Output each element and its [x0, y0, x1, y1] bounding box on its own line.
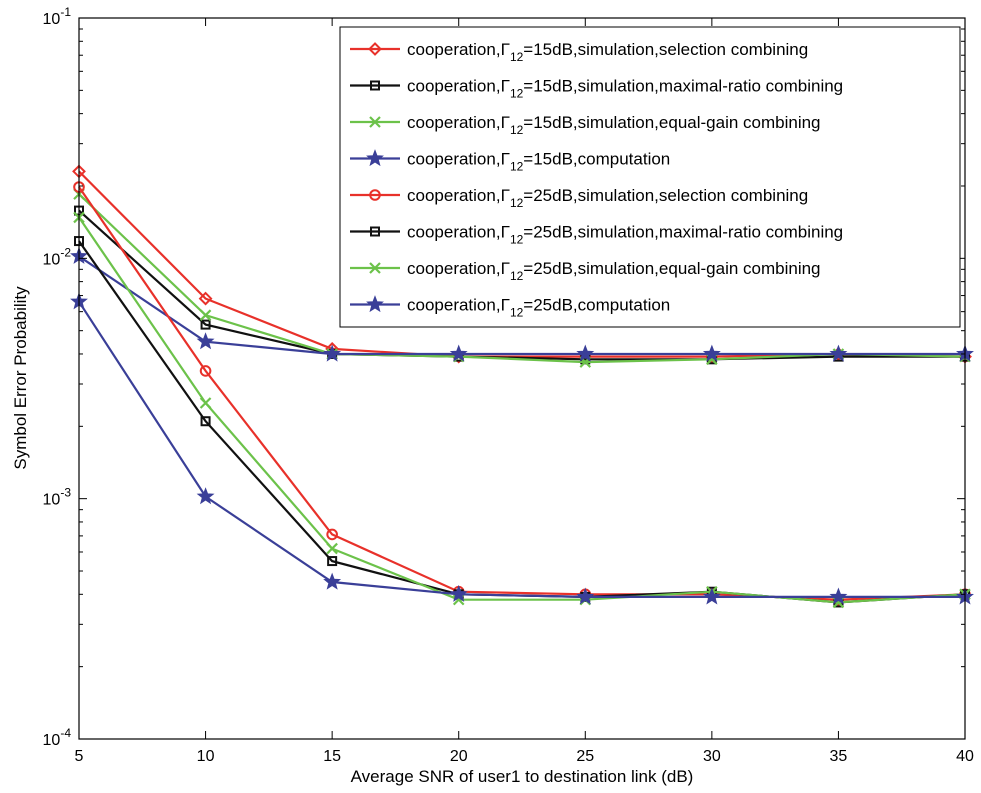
- series-line: [78, 216, 966, 604]
- legend-item: cooperation,Γ12=25dB,computation: [350, 295, 670, 320]
- legend-item: cooperation,Γ12=25dB,simulation,selectio…: [350, 186, 808, 210]
- legend-label: cooperation,Γ12=15dB,computation: [407, 150, 670, 174]
- data-point: [702, 587, 721, 605]
- legend-label: cooperation,Γ12=15dB,simulation,equal-ga…: [407, 113, 821, 137]
- data-point: [196, 487, 215, 505]
- legend-label: cooperation,Γ12=15dB,simulation,maximal-…: [407, 77, 843, 101]
- y-axis-label: Symbol Error Probability: [11, 286, 30, 470]
- data-point: [576, 344, 595, 362]
- data-point: [327, 556, 338, 567]
- series-line: [78, 186, 966, 601]
- data-point: [829, 587, 848, 605]
- data-point: [576, 587, 595, 605]
- legend-item: cooperation,Γ12=15dB,computation: [350, 149, 670, 174]
- data-point: [199, 365, 212, 377]
- legend-label: cooperation,Γ12=25dB,computation: [407, 296, 670, 320]
- legend-item: cooperation,Γ12=25dB,simulation,maximal-…: [350, 223, 843, 247]
- legend-swatch-marker: [368, 42, 382, 56]
- data-point: [323, 572, 342, 590]
- legend-label: cooperation,Γ12=25dB,simulation,selectio…: [407, 186, 808, 210]
- legend-label: cooperation,Γ12=15dB,simulation,selectio…: [407, 40, 808, 64]
- y-tick-label: 10-1: [43, 5, 72, 28]
- data-point: [200, 416, 211, 427]
- series-layer: [70, 164, 974, 609]
- legend-item: cooperation,Γ12=15dB,simulation,selectio…: [350, 40, 808, 64]
- legend-item: cooperation,Γ12=15dB,simulation,maximal-…: [350, 77, 843, 101]
- data-point: [199, 397, 212, 409]
- y-tick-label: 10-3: [43, 486, 72, 509]
- legend-swatch-marker: [370, 80, 380, 91]
- data-point: [702, 344, 721, 362]
- legend-item: cooperation,Γ12=15dB,simulation,equal-ga…: [350, 113, 821, 137]
- legend-swatch-marker: [366, 149, 384, 167]
- plot-frame: [78, 17, 966, 740]
- x-axis-label: Average SNR of user1 to destination link…: [351, 767, 694, 786]
- legend-box: [339, 26, 961, 328]
- data-point: [196, 332, 215, 350]
- legend-label: cooperation,Γ12=25dB,simulation,maximal-…: [407, 223, 843, 247]
- x-tick-label: 30: [703, 748, 721, 765]
- legend-swatch-marker: [366, 295, 384, 313]
- y-axis: 10-4 10-3 10-2 10-1: [43, 5, 965, 749]
- x-tick-label: 40: [956, 748, 974, 765]
- x-tick-label: 10: [197, 748, 215, 765]
- legend-swatch-marker: [369, 116, 381, 128]
- x-tick-label: 35: [830, 748, 848, 765]
- legend-swatch-marker: [369, 262, 381, 274]
- y-tick-label: 10-2: [43, 245, 72, 268]
- data-point: [449, 344, 468, 362]
- data-point: [829, 344, 848, 362]
- data-point: [323, 344, 342, 362]
- x-tick-label: 20: [450, 748, 468, 765]
- data-point: [200, 319, 211, 330]
- legend: cooperation,Γ12=15dB,simulation,selectio…: [339, 26, 961, 328]
- data-point: [326, 528, 338, 541]
- data-point: [198, 291, 213, 306]
- series-line: [78, 301, 965, 599]
- x-tick-label: 15: [323, 748, 341, 765]
- legend-swatch-marker: [369, 189, 381, 201]
- legend-item: cooperation,Γ12=25dB,simulation,equal-ga…: [350, 259, 821, 283]
- data-point: [199, 309, 212, 321]
- y-tick-label: 10-4: [43, 726, 72, 749]
- data-point: [326, 542, 338, 555]
- x-tick-label: 25: [576, 748, 594, 765]
- x-tick-label: 5: [75, 748, 84, 765]
- series-line: [78, 209, 965, 361]
- series-4: [70, 246, 974, 362]
- data-point: [449, 584, 468, 602]
- legend-label: cooperation,Γ12=25dB,simulation,equal-ga…: [407, 259, 821, 283]
- legend-swatch-marker: [370, 226, 380, 237]
- series-line: [78, 255, 965, 356]
- x-axis: 5 10 15 20 25 30 35 40: [75, 18, 974, 765]
